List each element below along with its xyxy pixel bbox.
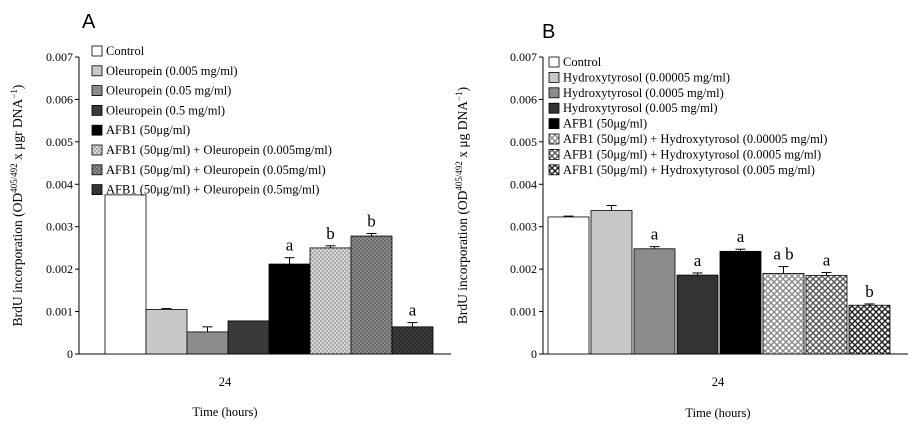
bar <box>848 304 891 355</box>
legend-swatch <box>548 133 560 145</box>
y-tick-label: 0.001 <box>510 305 537 319</box>
legend-entry: AFB1 (50μg/ml) + Hydroxytyrosol (0.00005… <box>563 132 827 146</box>
bar <box>719 250 762 355</box>
x-axis-label: Time (hours) <box>685 406 750 420</box>
y-tick-label: 0.004 <box>46 177 73 191</box>
significance-label: b <box>326 224 335 243</box>
legend-entry: Hydroxytyrosol (0.00005 mg/ml) <box>563 70 730 84</box>
panel-b: B BrdU incorporation (OD405/492 x μg DNA−… <box>454 21 908 420</box>
y-tick-label: 0 <box>531 347 537 361</box>
bar <box>676 274 719 355</box>
significance-label: a <box>737 227 745 246</box>
y-tick-label: 0.006 <box>46 92 73 106</box>
legend-swatch <box>91 184 103 196</box>
legend-swatch <box>548 102 560 114</box>
y-tick-label: 0.007 <box>510 50 537 64</box>
legend-entry: Control <box>563 55 602 69</box>
legend-entry: Control <box>106 44 145 58</box>
svg-text:BrdU incorporation (OD405/492: BrdU incorporation (OD405/492 x μgr DNA−… <box>9 85 25 327</box>
significance-label: a <box>694 251 702 270</box>
panel-letter: B <box>542 21 555 43</box>
legend-swatch <box>548 87 560 99</box>
bar <box>633 248 676 355</box>
svg-text:BrdU incorporation (OD405/492: BrdU incorporation (OD405/492 x μg DNA−1… <box>454 87 470 324</box>
x-category-label: 24 <box>219 375 232 389</box>
significance-label: a <box>409 301 417 320</box>
legend-swatch <box>91 144 103 156</box>
legend-swatch <box>91 85 103 96</box>
panel-letter: A <box>82 11 96 33</box>
legend-swatch <box>548 118 560 129</box>
significance-label: b <box>367 212 376 231</box>
legend-entry: Oleuropein (0.05 mg/ml) <box>106 84 231 98</box>
legend-swatch <box>91 105 103 116</box>
legend-entry: AFB1 (50μg/ml) + Oleuropein (0.5mg/ml) <box>106 183 319 197</box>
bar <box>590 210 633 355</box>
x-category-label: 24 <box>712 375 725 389</box>
y-tick-label: 0.005 <box>46 135 73 149</box>
y-axis-label: BrdU incorporation (OD405/492 x μg DNA−1… <box>454 87 470 324</box>
bar <box>805 275 848 355</box>
legend-swatch <box>548 164 560 176</box>
y-tick-label: 0.006 <box>510 92 537 106</box>
y-tick-label: 0.007 <box>46 50 73 64</box>
significance-label: a <box>286 236 294 255</box>
y-tick-label: 0.003 <box>510 220 537 234</box>
significance-label: a b <box>773 245 793 264</box>
legend-entry: Oleuropein (0.005 mg/ml) <box>106 64 238 78</box>
bar <box>391 326 434 355</box>
legend-entry: AFB1 (50μg/ml) <box>106 123 190 137</box>
significance-label: b <box>865 282 874 301</box>
significance-label: a <box>823 251 831 270</box>
x-axis-label: Time (hours) <box>192 405 257 419</box>
legend-swatch <box>91 65 103 77</box>
legend-entry: AFB1 (50μg/ml) + Hydroxytyrosol (0.0005 … <box>563 147 821 161</box>
y-tick-label: 0.002 <box>46 262 73 276</box>
y-tick-label: 0.001 <box>46 305 73 319</box>
legend-entry: Oleuropein (0.5 mg/ml) <box>106 103 225 117</box>
panel-a: A BrdU incorporation (OD405/492 x μgr DNA… <box>9 11 451 419</box>
bar <box>309 247 352 355</box>
bar <box>145 309 188 355</box>
legend-swatch <box>548 148 560 160</box>
legend-entry: Hydroxytyrosol (0.005 mg/ml) <box>563 101 718 115</box>
legend-entry: AFB1 (50μg/ml) + Oleuropein (0.005mg/ml) <box>106 143 332 157</box>
legend-entry: Hydroxytyrosol (0.0005 mg/ml) <box>563 86 724 100</box>
significance-label: a <box>651 225 659 244</box>
legend-swatch <box>91 124 103 136</box>
bar <box>268 263 311 355</box>
legend-entry: AFB1 (50μg/ml) + Hydroxytyrosol (0.005 m… <box>563 163 815 177</box>
y-tick-label: 0.004 <box>510 177 537 191</box>
y-tick-label: 0.002 <box>510 262 537 276</box>
y-tick-label: 0.005 <box>510 135 537 149</box>
bar <box>227 320 270 355</box>
bar <box>762 272 805 355</box>
legend-swatch <box>91 45 103 57</box>
y-tick-label: 0.003 <box>46 220 73 234</box>
legend-swatch <box>548 56 560 68</box>
y-tick-label: 0 <box>67 347 73 361</box>
bar <box>350 235 393 355</box>
bar <box>104 194 147 355</box>
legend-swatch <box>91 164 103 176</box>
legend-entry: AFB1 (50μg/ml) <box>563 117 647 131</box>
legend-swatch <box>548 72 560 83</box>
y-axis-label: BrdU incorporation (OD405/492 x μgr DNA−… <box>9 85 25 327</box>
legend-entry: AFB1 (50μg/ml) + Oleuropein (0.05mg/ml) <box>106 163 326 177</box>
bar <box>186 331 229 355</box>
bar <box>547 216 590 355</box>
